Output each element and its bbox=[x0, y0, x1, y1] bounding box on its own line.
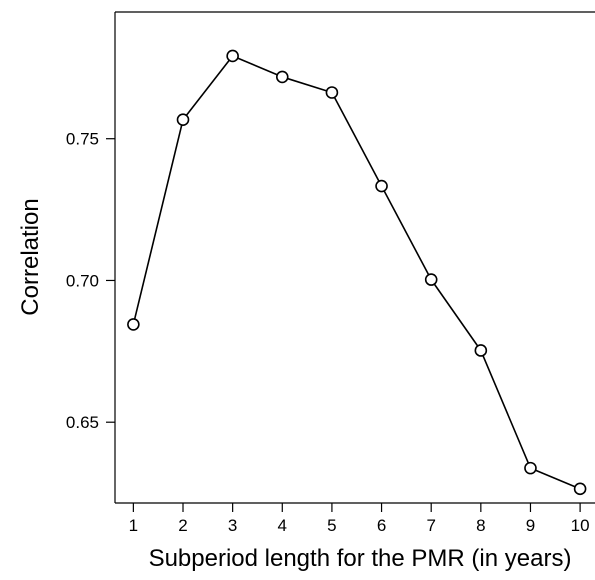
data-point bbox=[474, 344, 488, 357]
data-point bbox=[226, 49, 239, 63]
data-point bbox=[275, 70, 289, 84]
series-line-segment bbox=[383, 190, 430, 276]
x-tick-label: 9 bbox=[526, 516, 535, 535]
x-tick-label: 5 bbox=[327, 516, 336, 535]
y-axis-label: Correlation bbox=[17, 198, 44, 315]
data-point bbox=[127, 318, 140, 331]
series-line-segment bbox=[185, 59, 230, 116]
series-line-segment bbox=[433, 283, 479, 347]
data-point bbox=[524, 461, 537, 475]
y-tick-label: 0.70 bbox=[66, 271, 99, 290]
series-line-segment bbox=[333, 96, 380, 182]
x-tick-label: 7 bbox=[426, 516, 435, 535]
data-point bbox=[375, 179, 388, 193]
series-line-segment bbox=[133, 124, 183, 320]
x-axis-label: Subperiod length for the PMR (in years) bbox=[149, 545, 572, 572]
y-tick-label: 0.75 bbox=[66, 130, 99, 149]
data-point bbox=[176, 113, 190, 127]
y-axis: 0.65 0.70 0.75 bbox=[66, 130, 115, 432]
data-point bbox=[424, 273, 438, 286]
x-tick-label: 4 bbox=[278, 516, 287, 535]
x-tick-label: 10 bbox=[571, 516, 590, 535]
x-tick-label: 1 bbox=[129, 516, 138, 535]
series-layer bbox=[127, 49, 587, 496]
series-line-segment bbox=[287, 77, 327, 92]
data-point bbox=[325, 86, 339, 99]
plot-frame bbox=[114, 11, 595, 504]
series-line-segment bbox=[482, 355, 530, 464]
y-tick-label: 0.65 bbox=[66, 413, 99, 432]
series-line-segment bbox=[535, 469, 576, 488]
x-axis: 1 2 3 4 5 6 7 8 9 10 bbox=[129, 503, 590, 535]
series-line-segment bbox=[237, 57, 278, 76]
x-tick-label: 2 bbox=[178, 516, 187, 535]
x-tick-label: 8 bbox=[476, 516, 485, 535]
x-tick-label: 3 bbox=[228, 516, 237, 535]
data-point bbox=[573, 482, 587, 496]
x-tick-label: 6 bbox=[377, 516, 386, 535]
